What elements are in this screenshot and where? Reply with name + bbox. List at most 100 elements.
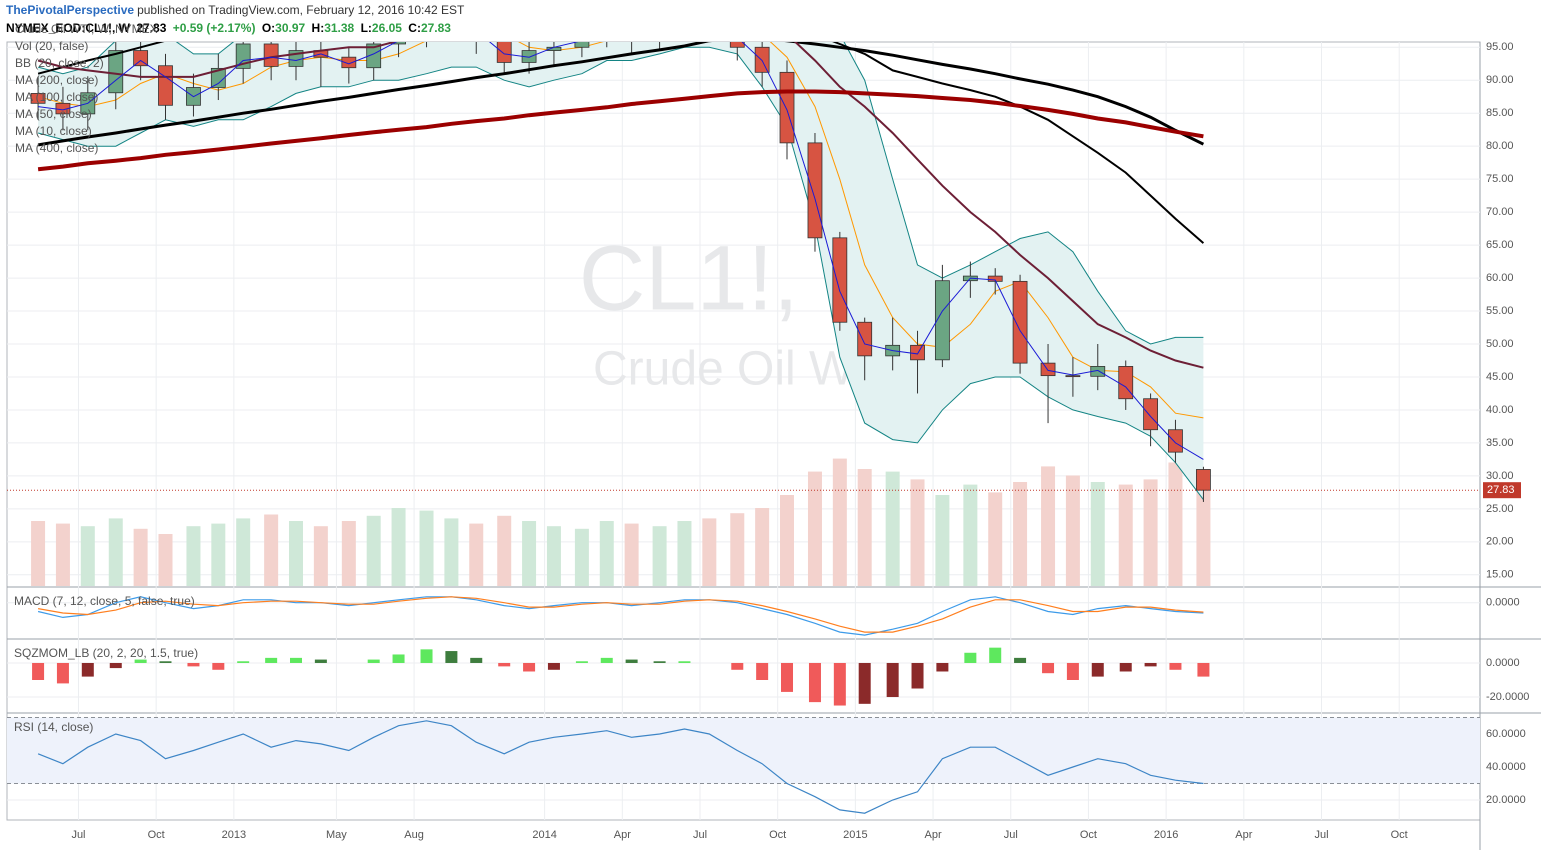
momentum-bar (781, 662, 794, 692)
candle-body (444, 21, 458, 22)
pane (32, 647, 1210, 706)
candle-body (210, 67, 226, 88)
candle-body (30, 93, 46, 104)
legend-entry: Vol (20, false) (15, 39, 88, 53)
candle-body (1040, 362, 1056, 377)
volume-bar (1143, 479, 1158, 586)
high-value: 31.38 (324, 21, 355, 35)
x-tick-label: 2016 (1154, 829, 1178, 841)
header: ThePivotalPerspective published on Tradin… (0, 0, 1541, 42)
momentum-bar (109, 662, 122, 669)
momentum-bar (212, 662, 225, 670)
x-tick-label: 2015 (843, 829, 867, 841)
plot-frame (6, 41, 1481, 821)
momentum-bar (290, 657, 303, 663)
volume-bar (652, 526, 667, 586)
momentum-bar (1066, 662, 1079, 680)
pane-title: SQZMOM_LB (20, 2, 20, 1.5, true) (14, 646, 198, 660)
legend-entry: MA (400, close) (15, 141, 98, 155)
volume-bar (546, 526, 561, 586)
candle-body (934, 280, 950, 361)
candle-body (341, 56, 357, 69)
volume-bar (497, 515, 512, 586)
volume-bar (599, 521, 614, 586)
momentum-bar (265, 657, 278, 663)
momentum-bar (159, 661, 172, 663)
y-tick-label: 90.00 (1486, 74, 1514, 86)
volume-bar (444, 518, 459, 586)
candle-body (108, 50, 124, 94)
candle-body (469, 21, 483, 41)
candle-body (987, 275, 1003, 282)
momentum-bar (367, 659, 380, 663)
volume-bar (419, 510, 434, 586)
volume-bar (624, 523, 639, 586)
x-tick-label: Apr (1235, 829, 1252, 841)
x-tick-label: Apr (614, 829, 631, 841)
volume-bar (807, 471, 822, 586)
momentum-bar (858, 662, 871, 704)
author-link[interactable]: ThePivotalPerspective (6, 3, 135, 17)
candle-body (574, 42, 590, 48)
volume-bar (211, 523, 226, 586)
momentum-bar (470, 657, 483, 663)
candle-body (420, 21, 434, 34)
volume-bar (341, 521, 356, 586)
volume-bar (988, 492, 1003, 586)
volume-bar (1196, 469, 1211, 586)
volume-bar (1041, 466, 1056, 586)
y-tick-label: 65.00 (1486, 239, 1514, 251)
candle-body (133, 50, 149, 67)
close-label: C: (408, 21, 421, 35)
y-tick-label: 70.00 (1486, 206, 1514, 218)
ma-line (37, 42, 1204, 369)
candle-body (754, 46, 770, 73)
volume-bar (236, 518, 251, 586)
pane-title: RSI (14, close) (14, 720, 93, 734)
x-tick-label: Jul (71, 829, 85, 841)
candle-body (1065, 375, 1081, 378)
momentum-bar (936, 662, 949, 672)
volume-bar (289, 521, 304, 586)
ma-line (37, 42, 1205, 244)
x-tick-label: 2014 (532, 829, 556, 841)
symbol: NYMEX_EOD:CL1!, W (6, 21, 131, 35)
y-tick-label: 30.00 (1486, 470, 1514, 482)
volume-bar (366, 515, 381, 586)
momentum-bar (911, 662, 924, 689)
x-tick-label: Oct (148, 829, 165, 841)
ma-line (38, 42, 1204, 460)
volume-bar (1118, 484, 1133, 586)
candle-body (653, 27, 667, 40)
momentum-bar (653, 661, 666, 663)
momentum-bar (237, 661, 250, 663)
volume-bar (80, 526, 95, 586)
x-tick-label: Aug (404, 829, 424, 841)
legend-entry: MA (100, close) (15, 90, 98, 104)
legend-entry: BB (20, close, 2) (15, 56, 104, 70)
indicator-line (37, 596, 1204, 633)
volume-bar (730, 513, 745, 586)
price-tag (1483, 482, 1521, 499)
y-tick-label: 35.00 (1486, 437, 1514, 449)
y-tick-label: 60.00 (1486, 272, 1514, 284)
candle-body (1168, 429, 1183, 453)
momentum-bar (1042, 662, 1055, 674)
candle-body (263, 43, 279, 67)
momentum-bar (523, 662, 536, 672)
volume-bar (1168, 462, 1183, 586)
y-tick-label: -20.0000 (1486, 691, 1529, 703)
momentum-bar (1197, 662, 1210, 677)
open-label: O: (261, 21, 276, 35)
x-tick-label: Jul (1314, 829, 1328, 841)
y-tick-label: 50.00 (1486, 338, 1514, 350)
candle-body (366, 43, 382, 69)
momentum-bar (1014, 657, 1027, 663)
momentum-bar (600, 657, 613, 663)
volume-bar (677, 521, 692, 586)
momentum-bar (134, 659, 147, 663)
momentum-bar (756, 662, 769, 680)
volume-bar (755, 508, 770, 586)
momentum-bar (964, 652, 977, 663)
y-tick-label: 40.0000 (1486, 761, 1526, 773)
